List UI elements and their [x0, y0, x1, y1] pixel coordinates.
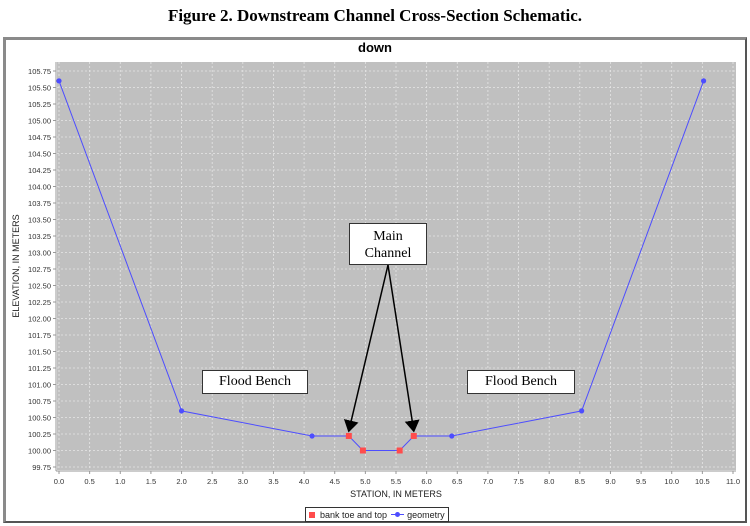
y-tick-label: 105.25 — [28, 100, 51, 109]
x-tick-label: 0.0 — [54, 477, 64, 486]
x-tick-label: 7.5 — [513, 477, 523, 486]
x-tick-label: 4.5 — [330, 477, 340, 486]
annotation-main-line2: Channel — [364, 246, 412, 261]
y-tick-label: 100.75 — [28, 397, 51, 406]
bank-point — [359, 447, 366, 454]
y-tick-label: 101.25 — [28, 364, 51, 373]
x-tick-label: 0.5 — [84, 477, 94, 486]
chart-title: down — [358, 40, 392, 55]
y-tick-label: 100.00 — [28, 447, 51, 456]
annotation-flood-bench-left: Flood Bench — [202, 370, 308, 394]
y-tick-label: 104.25 — [28, 166, 51, 175]
x-tick-label: 3.5 — [268, 477, 278, 486]
geometry-point — [579, 408, 585, 414]
x-tick-label: 10.0 — [664, 477, 679, 486]
y-tick-label: 102.25 — [28, 298, 51, 307]
figure-title: Figure 2. Downstream Channel Cross-Secti… — [167, 6, 583, 25]
y-axis-label: ELEVATION, IN METERS — [11, 214, 21, 317]
y-tick-label: 103.75 — [28, 199, 51, 208]
x-tick-label: 6.5 — [452, 477, 462, 486]
y-tick-label: 100.50 — [28, 414, 51, 423]
annotation-arrow — [343, 264, 389, 433]
y-tick-label: 105.50 — [28, 84, 51, 93]
y-tick-label: 101.00 — [28, 381, 51, 390]
annotation-main-line1: Main — [373, 229, 403, 244]
y-tick-label: 105.00 — [28, 117, 51, 126]
x-tick-label: 11.0 — [726, 477, 740, 486]
y-tick-label: 101.75 — [28, 331, 51, 340]
x-tick-label: 3.0 — [238, 477, 248, 486]
x-tick-label: 6.0 — [421, 477, 431, 486]
y-tick-label: 104.00 — [28, 183, 51, 192]
y-tick-label: 101.50 — [28, 348, 51, 357]
x-tick-label: 9.5 — [636, 477, 646, 486]
geometry-point — [700, 78, 707, 84]
geometry-point — [309, 433, 315, 439]
y-tick-label: 102.50 — [28, 282, 51, 291]
x-axis-label: STATION, IN METERS — [350, 489, 442, 499]
plot-background — [57, 62, 736, 470]
x-tick-label: 8.5 — [575, 477, 585, 486]
x-tick-label: 1.5 — [146, 477, 156, 486]
y-tick-label: 102.75 — [28, 265, 51, 274]
bank-point — [396, 447, 403, 454]
x-tick-label: 2.5 — [207, 477, 217, 486]
line-circle-marker-icon — [391, 511, 405, 518]
bank-point — [345, 432, 352, 439]
y-tick-label: 103.25 — [28, 232, 51, 241]
y-tick-label: 100.25 — [28, 430, 51, 439]
bank-point — [410, 432, 417, 439]
geometry-line — [58, 80, 705, 451]
legend-item-bank: bank toe and top — [309, 510, 387, 520]
annotation-flood-bench-right: Flood Bench — [467, 370, 575, 394]
annotation-main-channel: Main Channel — [349, 223, 427, 265]
y-tick-label: 104.75 — [28, 133, 51, 142]
x-tick-label: 5.5 — [391, 477, 401, 486]
geometry-point — [449, 433, 455, 439]
x-tick-label: 8.0 — [544, 477, 554, 486]
annotation-arrow — [387, 264, 420, 433]
x-tick-label: 7.0 — [483, 477, 493, 486]
y-tick-label: 104.50 — [28, 150, 51, 159]
legend-label-bank: bank toe and top — [320, 509, 388, 520]
y-tick-label: 103.00 — [28, 249, 51, 258]
x-tick-label: 1.0 — [115, 477, 125, 486]
y-tick-label: 103.50 — [28, 216, 51, 225]
x-tick-label: 10.5 — [695, 477, 710, 486]
legend: bank toe and top geometry — [305, 507, 449, 522]
x-tick-label: 4.0 — [299, 477, 309, 486]
square-marker-icon — [309, 511, 315, 518]
x-tick-label: 9.0 — [605, 477, 615, 486]
y-tick-label: 99.75 — [32, 463, 51, 472]
geometry-point — [178, 408, 185, 414]
legend-item-geometry: geometry — [391, 510, 445, 520]
legend-label-geometry: geometry — [407, 509, 445, 520]
x-tick-label: 2.0 — [176, 477, 186, 486]
x-tick-label: 5.0 — [360, 477, 370, 486]
geometry-point — [56, 78, 62, 84]
y-tick-label: 102.00 — [28, 315, 51, 324]
y-tick-label: 105.75 — [28, 67, 51, 76]
